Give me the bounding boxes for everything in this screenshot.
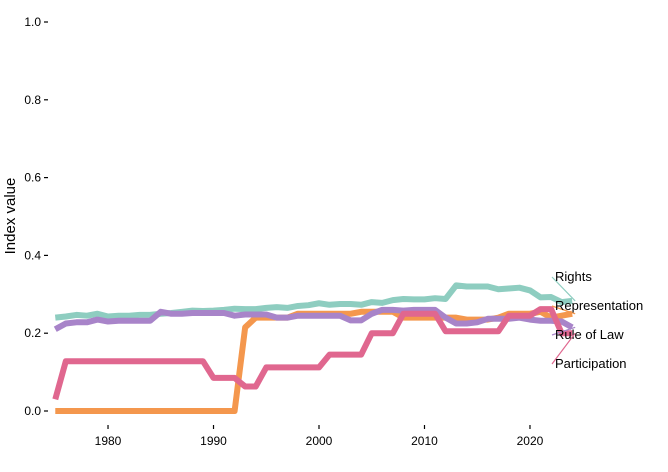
y-tick-label: 0.6 xyxy=(24,171,41,185)
series-label-leader xyxy=(551,326,576,336)
series-labels: Rights Representation Rule of Law Participa… xyxy=(551,269,643,371)
x-tick-label: 2020 xyxy=(517,434,544,448)
y-tick-label: 0.2 xyxy=(24,326,41,340)
x-axis: 1980 1990 2000 2010 2020 xyxy=(95,425,544,448)
y-tick-label: 0.4 xyxy=(24,248,41,262)
series-line-participation xyxy=(52,306,573,401)
x-tick-label: 1990 xyxy=(200,434,227,448)
x-tick-label: 2010 xyxy=(411,434,438,448)
y-axis: 0.0 0.2 0.4 0.6 0.8 1.0 xyxy=(24,15,48,418)
series-lines xyxy=(52,282,574,414)
x-tick-label: 2000 xyxy=(306,434,333,448)
series-label-representation: Representation xyxy=(555,298,643,313)
series-label-leader xyxy=(551,332,576,365)
series-label-participation: Participation xyxy=(555,356,627,371)
series-label-leader xyxy=(551,276,576,302)
y-tick-label: 0.0 xyxy=(24,404,41,418)
x-tick-label: 1980 xyxy=(95,434,122,448)
series-label-rights: Rights xyxy=(555,269,592,284)
series-line-rule-of-law xyxy=(53,306,574,332)
series-label-rule-of-law: Rule of Law xyxy=(555,327,624,342)
y-axis-title: Index value xyxy=(2,178,19,255)
y-tick-label: 1.0 xyxy=(24,15,41,29)
y-tick-label: 0.8 xyxy=(24,93,41,107)
series-label-leader xyxy=(551,305,576,315)
series-line-rights xyxy=(54,282,573,321)
